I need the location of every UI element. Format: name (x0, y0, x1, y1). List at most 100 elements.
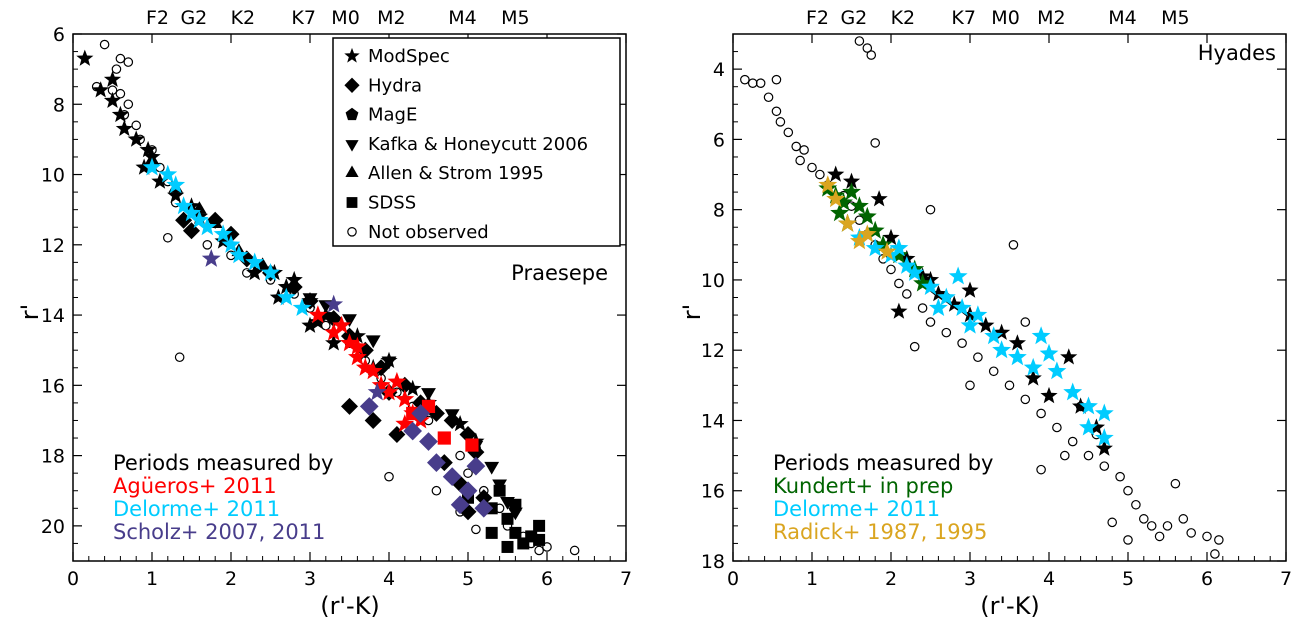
spectral-type-label: M0 (991, 7, 1019, 29)
data-point-series-2-2 (834, 192, 853, 211)
data-point-series-0-30 (973, 352, 983, 363)
data-point-series-3-8 (968, 305, 988, 324)
data-point-series-0-39 (542, 542, 552, 552)
y-tick-label: 20 (41, 516, 65, 538)
data-point-series-0-46 (1178, 514, 1189, 524)
data-point-series-3-10 (992, 340, 1011, 359)
data-point-series-7-1 (465, 438, 479, 452)
data-point-series-0-23 (886, 264, 896, 275)
period-source-2: Radick+ 1987, 1995 (773, 520, 987, 544)
legend-marker (344, 47, 360, 63)
data-point-series-4-4 (877, 241, 897, 260)
data-point-series-1-30 (301, 316, 319, 333)
data-point-series-3-8 (484, 461, 500, 475)
data-point-series-1-0 (827, 165, 845, 182)
data-point-series-2-11 (913, 273, 932, 292)
data-point-series-8-6 (229, 245, 249, 264)
periods-title: Periods measured by (773, 451, 993, 475)
data-point-series-2-12 (850, 196, 869, 215)
y-axis-title: r' (16, 304, 44, 320)
data-point-series-0-64 (1170, 478, 1181, 489)
x-axis-ticks: 0 1 2 3 4 5 6 7 (727, 34, 1292, 590)
data-point-series-0-12 (795, 155, 805, 166)
data-point-series-0-55 (1020, 317, 1031, 327)
data-point-series-1-7 (945, 295, 963, 312)
data-point-series-8-5 (213, 224, 233, 243)
data-point-series-5-5 (501, 540, 514, 553)
data-point-series-2-8 (873, 234, 893, 253)
x-tick-label: 2 (225, 568, 237, 590)
data-point-series-1-10 (993, 323, 1011, 340)
data-point-series-7-0 (437, 431, 451, 445)
data-point-series-6-7 (379, 382, 399, 401)
data-point-series-3-19 (1094, 428, 1114, 446)
data-point-series-1-2 (92, 81, 110, 98)
data-point-series-4-2 (838, 213, 857, 232)
data-point-series-0-57 (870, 138, 880, 148)
data-point-series-1-9 (977, 316, 995, 333)
data-point-series-3-12 (1031, 326, 1051, 345)
data-point-series-1-17 (1095, 439, 1113, 456)
spectral-type-label: M2 (1037, 7, 1065, 29)
data-point-series-3-2 (342, 314, 357, 328)
data-point-series-0-29 (957, 338, 967, 348)
data-point-series-0-1 (115, 53, 126, 64)
period-source-0: Kundert+ in prep (773, 474, 953, 498)
data-point-series-0-38 (1099, 461, 1110, 471)
data-point-series-0-14 (807, 162, 817, 173)
data-point-series-0-35 (1052, 422, 1062, 433)
data-point-series-0-47 (1186, 528, 1196, 538)
data-point-series-3-21 (889, 238, 909, 257)
spectral-type-label: M5 (501, 7, 529, 29)
data-point-series-1-6 (127, 130, 145, 147)
periods-title: Periods measured by (113, 451, 333, 475)
cluster-label: Praesepe (511, 261, 608, 285)
legend-entry-label: Not observed (368, 222, 489, 243)
legend-box (332, 37, 621, 247)
data-point-series-10-2 (419, 432, 438, 451)
data-point-series-0-9 (775, 117, 786, 127)
data-point-series-0-51 (1123, 535, 1133, 545)
data-point-series-0-53 (925, 204, 936, 215)
periods-annotation: Periods measured by Agüeros+ 2011 Delorm… (113, 451, 333, 544)
data-point-series-1-14 (1060, 348, 1078, 365)
x-tick-label: 1 (146, 568, 158, 590)
data-point-series-0-43 (1146, 521, 1157, 531)
data-point-series-0-44 (1154, 531, 1165, 542)
data-point-series-0-3 (111, 64, 122, 74)
data-point-series-4-5 (850, 231, 869, 250)
data-point-series-1-13 (214, 232, 232, 249)
legend-entry-label: ModSpec (368, 46, 450, 67)
period-source-0: Agüeros+ 2011 (113, 474, 277, 498)
legend-entry-label: Allen & Strom 1995 (368, 163, 544, 184)
data-point-series-3-11 (1008, 347, 1027, 366)
data-point-series-2-6 (857, 206, 877, 225)
data-point-series-5-6 (517, 537, 530, 550)
legend-entry-label: MagE (368, 105, 417, 126)
x-axis-ticks: 0 1 2 3 4 5 6 7 (67, 34, 632, 590)
data-point-series-1-3 (103, 91, 122, 108)
data-point-series-3-1 (865, 238, 885, 257)
data-point-series-0-1 (862, 43, 873, 53)
data-point-series-3-14 (1047, 361, 1067, 380)
spectral-type-label: G2 (180, 7, 207, 29)
data-point-series-3-7 (952, 298, 972, 316)
data-point-series-10-5 (458, 481, 478, 501)
data-point-series-3-6 (936, 287, 956, 306)
data-point-series-1-13 (1040, 386, 1058, 404)
data-point-series-0-0 (99, 39, 110, 50)
legend-marker (345, 107, 359, 121)
data-point-series-0-26 (917, 303, 928, 313)
data-point-series-3-18 (1079, 417, 1098, 436)
data-point-series-3-4 (905, 263, 925, 281)
data-point-series-9-2 (367, 382, 387, 401)
data-point-series-6-4 (355, 357, 375, 376)
data-point-series-0-6 (115, 88, 126, 99)
data-point-series-4-0 (818, 175, 838, 194)
data-point-series-1-9 (151, 172, 169, 189)
data-point-series-0-10 (783, 127, 794, 138)
data-point-series-8-7 (245, 252, 265, 271)
data-point-series-0-50 (1210, 549, 1220, 559)
y-tick-label: 12 (41, 235, 65, 257)
data-point-series-1-23 (325, 334, 343, 351)
